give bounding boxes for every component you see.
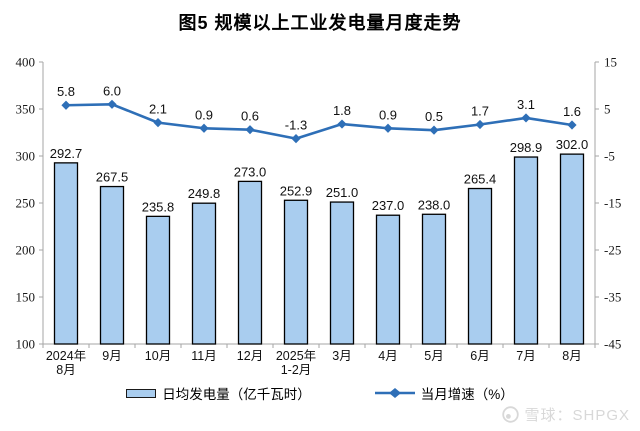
bar-value-label: 302.0 [556,137,589,152]
legend-label-bars: 日均发电量（亿千瓦时） [162,387,311,402]
x-axis-label: 2024年 [46,349,86,363]
y-axis-tick-label-left: 150 [16,290,36,305]
x-axis-label: 8月 [56,363,75,377]
y-axis-tick-label-left: 350 [16,102,36,117]
x-axis-label: 3月 [332,349,351,363]
bar-value-label: 292.7 [50,146,83,161]
y-axis-tick-label-left: 200 [16,243,36,258]
point-value-label: 5.8 [57,84,75,99]
y-axis-tick-label-right: -15 [604,196,621,211]
bar-series-swatch [126,388,157,398]
xueqiu-logo-icon [502,406,520,423]
x-axis-label: 11月 [191,349,216,363]
bar [467,187,493,345]
x-axis-label: 9月 [102,349,121,363]
bar-value-label: 267.5 [96,170,129,185]
bar [237,180,263,345]
line-series-swatch [374,388,415,398]
bar [421,213,447,345]
bar [145,215,171,345]
line-point [475,119,485,130]
y-axis-tick-label-right: -35 [604,290,621,305]
x-axis-label: 5月 [424,349,443,363]
line-point [199,123,209,133]
x-axis-label: 4月 [378,349,397,363]
x-axis-label: 8月 [562,349,581,363]
x-axis-label: 2025年 [276,349,316,363]
line-point [337,119,347,129]
bar-value-label: 237.0 [372,198,405,213]
y-axis-tick-label-right: -45 [604,337,621,352]
line-point [291,134,301,144]
y-axis-tick-label-left: 100 [16,337,36,352]
bar [329,201,355,345]
bar [283,199,309,345]
point-value-label: 2.1 [149,102,167,117]
line-point [521,113,531,123]
x-axis-label: 10月 [145,349,171,363]
line-point [153,118,163,128]
point-value-label: 1.6 [563,104,581,119]
x-axis-label: 7月 [516,349,535,363]
line-point [429,125,439,135]
bar-value-label: 249.8 [188,186,221,201]
y-axis-tick-label-right: 15 [604,55,617,70]
point-value-label: 3.1 [517,97,535,112]
line-point [245,125,255,135]
bar-value-label: 265.4 [464,172,497,187]
line-point [61,100,71,110]
x-axis-label: 6月 [470,349,489,363]
bar-value-label: 252.9 [280,183,313,198]
y-axis-tick-label-left: 400 [16,55,36,70]
bar-value-label: 238.0 [418,197,451,212]
x-axis-label: 12月 [237,349,263,363]
bar [191,202,217,345]
point-value-label: 0.5 [425,109,443,124]
bar [99,185,125,345]
point-value-label: 0.9 [379,107,397,122]
legend-label-line: 当月增速（%） [420,387,514,402]
line-point [107,99,117,109]
point-value-label: 1.8 [333,103,351,118]
legend-item-bars: 日均发电量（亿千瓦时） [126,383,311,403]
point-value-label: 1.7 [471,104,489,119]
bar [559,153,585,345]
point-value-label: -1.3 [285,118,307,133]
point-value-label: 6.0 [103,83,121,98]
bar [53,162,79,345]
watermark-text: 雪球：SHPGX [524,407,630,424]
legend: 日均发电量（亿千瓦时） 当月增速（%） [0,383,640,403]
legend-item-line: 当月增速（%） [374,383,514,403]
line-point [567,120,577,130]
line-point [383,123,393,133]
watermark: 雪球：SHPGX [502,404,630,425]
y-axis-tick-label-right: -5 [604,149,615,164]
growth-line [65,103,573,140]
x-axis-label: 1-2月 [281,363,312,377]
bar-value-label: 235.8 [142,199,175,214]
bar-value-label: 273.0 [234,164,267,179]
chart-title: 图5 规模以上工业发电量月度走势 [178,13,462,33]
bar [513,156,539,345]
point-value-label: 0.9 [195,107,213,122]
y-axis-tick-label-left: 300 [16,149,36,164]
y-axis-tick-label-right: 5 [604,102,611,117]
bar-value-label: 251.0 [326,185,359,200]
bar [375,214,401,345]
y-axis-tick-label-right: -25 [604,243,621,258]
y-axis-tick-label-left: 250 [16,196,36,211]
point-value-label: 0.6 [241,109,259,124]
bar-value-label: 298.9 [510,140,543,155]
